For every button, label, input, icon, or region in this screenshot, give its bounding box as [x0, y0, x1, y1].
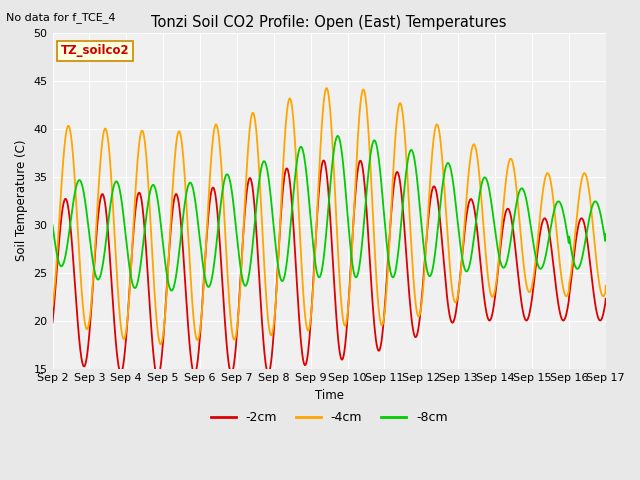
Line: -8cm: -8cm: [52, 136, 605, 290]
-4cm: [323, 85, 330, 91]
-8cm: [92, 272, 99, 277]
Line: -4cm: -4cm: [52, 88, 605, 344]
-4cm: [284, 103, 291, 109]
-8cm: [334, 133, 342, 139]
X-axis label: Time: Time: [315, 389, 344, 402]
-8cm: [168, 288, 175, 293]
-2cm: [154, 374, 161, 380]
-4cm: [295, 214, 303, 219]
-4cm: [157, 341, 164, 347]
Text: TZ_soilco2: TZ_soilco2: [61, 44, 129, 57]
-2cm: [602, 296, 609, 301]
-2cm: [92, 247, 99, 252]
-8cm: [364, 173, 372, 179]
-2cm: [364, 229, 372, 235]
-4cm: [305, 326, 313, 332]
-2cm: [305, 340, 313, 346]
Text: No data for f_TCE_4: No data for f_TCE_4: [6, 12, 116, 23]
Title: Tonzi Soil CO2 Profile: Open (East) Temperatures: Tonzi Soil CO2 Profile: Open (East) Temp…: [152, 15, 507, 30]
Legend: -2cm, -4cm, -8cm: -2cm, -4cm, -8cm: [205, 407, 452, 430]
-2cm: [114, 359, 122, 364]
-8cm: [602, 231, 609, 237]
Y-axis label: Soil Temperature (C): Soil Temperature (C): [15, 140, 28, 261]
-4cm: [49, 304, 56, 310]
-8cm: [284, 253, 291, 259]
-8cm: [114, 180, 122, 186]
-4cm: [602, 283, 609, 288]
-2cm: [295, 314, 303, 320]
Line: -2cm: -2cm: [52, 160, 605, 377]
-2cm: [320, 157, 328, 163]
-4cm: [114, 287, 122, 293]
-8cm: [295, 147, 303, 153]
-2cm: [49, 320, 56, 325]
-8cm: [49, 222, 56, 228]
-4cm: [364, 122, 372, 128]
-2cm: [284, 167, 291, 172]
-8cm: [305, 197, 313, 203]
-4cm: [92, 240, 99, 245]
